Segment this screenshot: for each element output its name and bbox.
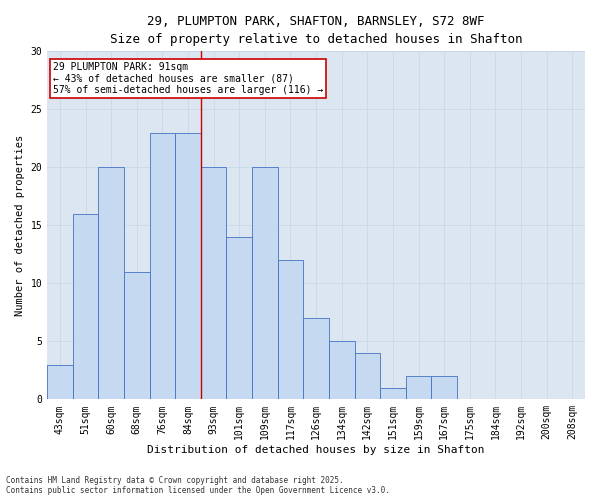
Bar (380, 388, 406, 400)
Bar (47, 364, 73, 400)
Title: 29, PLUMPTON PARK, SHAFTON, BARNSLEY, S72 8WF
Size of property relative to detac: 29, PLUMPTON PARK, SHAFTON, BARNSLEY, S7… (110, 15, 523, 46)
Text: Contains HM Land Registry data © Crown copyright and database right 2025.
Contai: Contains HM Land Registry data © Crown c… (6, 476, 390, 495)
Bar (252, 168, 278, 400)
X-axis label: Distribution of detached houses by size in Shafton: Distribution of detached houses by size … (148, 445, 485, 455)
Text: 29 PLUMPTON PARK: 91sqm
← 43% of detached houses are smaller (87)
57% of semi-de: 29 PLUMPTON PARK: 91sqm ← 43% of detache… (53, 62, 323, 95)
Bar (73, 214, 98, 400)
Bar (98, 168, 124, 400)
Bar (406, 376, 431, 400)
Bar (149, 132, 175, 400)
Bar (303, 318, 329, 400)
Bar (431, 376, 457, 400)
Bar (329, 342, 355, 400)
Bar (124, 272, 149, 400)
Bar (226, 237, 252, 400)
Bar (175, 132, 201, 400)
Bar (355, 353, 380, 400)
Bar (278, 260, 303, 400)
Bar (201, 168, 226, 400)
Y-axis label: Number of detached properties: Number of detached properties (15, 134, 25, 316)
